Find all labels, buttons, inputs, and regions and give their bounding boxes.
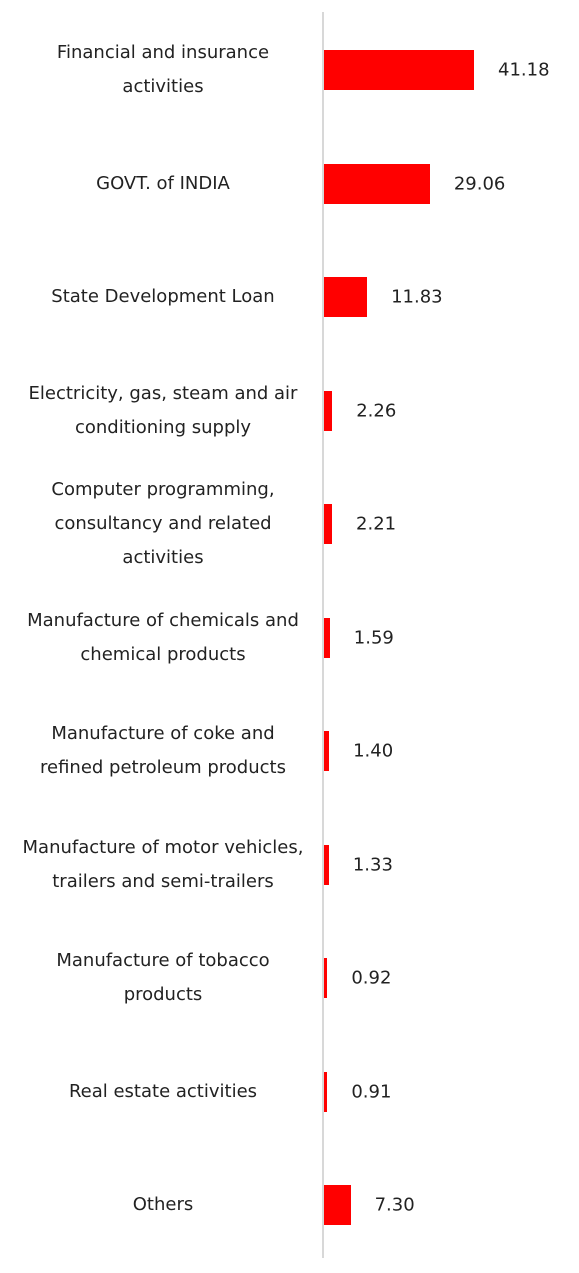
value-label: 1.40 <box>353 740 394 762</box>
category-label: State Development Loan <box>51 286 275 307</box>
value-label: 2.21 <box>356 513 397 535</box>
category-label: Manufacture of coke and refined petroleu… <box>40 723 286 778</box>
category-label: Financial and insurance activities <box>56 42 270 97</box>
bar <box>324 1071 328 1112</box>
bar <box>324 844 329 885</box>
bar <box>324 1185 351 1225</box>
bar <box>324 390 333 431</box>
category-label: Others <box>132 1194 194 1215</box>
axis-line <box>322 12 324 1258</box>
category-label: Manufacture of tobacco products <box>56 950 270 1005</box>
value-label: 2.26 <box>356 400 397 421</box>
value-label: 0.91 <box>351 1081 392 1102</box>
category-label: Computer programming, consultancy and re… <box>51 479 275 568</box>
category-label: GOVT. of INDIA <box>96 172 230 194</box>
value-label: 1.33 <box>352 854 393 875</box>
bar <box>324 958 328 998</box>
category-label: Manufacture of motor vehicles, trailers … <box>22 836 304 892</box>
value-label: 29.06 <box>453 173 506 194</box>
value-label: 11.83 <box>391 286 443 308</box>
category-label: Manufacture of chemicals and chemical pr… <box>27 609 299 665</box>
bar <box>324 50 474 90</box>
bar <box>324 504 333 544</box>
value-label: 0.92 <box>351 967 392 989</box>
bar <box>324 617 330 658</box>
bar <box>324 163 430 204</box>
category-label: Real estate activities <box>68 1080 258 1102</box>
bar <box>324 277 368 317</box>
category-label: Electricity, gas, steam and air conditio… <box>28 382 298 438</box>
value-label: 1.59 <box>353 627 394 648</box>
bar <box>324 731 330 771</box>
value-label: 41.18 <box>498 59 550 81</box>
value-label: 7.30 <box>374 1194 415 1216</box>
